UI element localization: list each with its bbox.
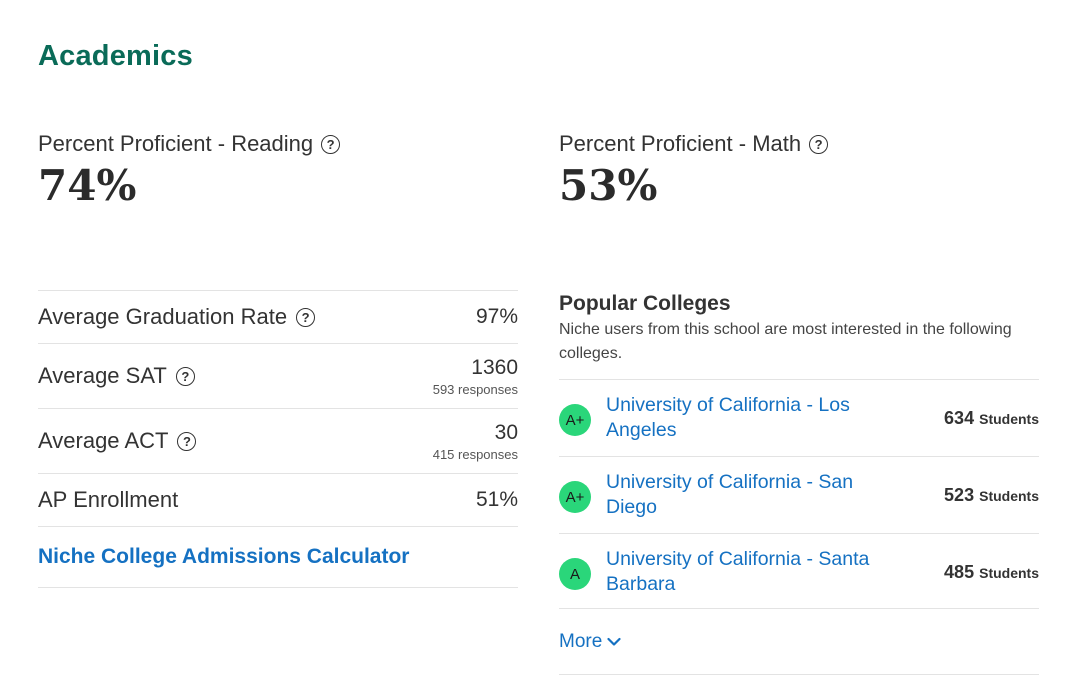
college-admissions-calculator-link[interactable]: Niche College Admissions Calculator (38, 545, 410, 568)
stat-value-block: 1360 593 responses (433, 356, 518, 397)
question-circle-icon[interactable]: ? (177, 431, 197, 451)
reading-proficiency-label-row: Percent Proficient - Reading ? (38, 131, 341, 157)
stat-value: 1360 (471, 355, 518, 379)
stat-label-row: AP Enrollment (38, 487, 178, 513)
stat-label: AP Enrollment (38, 487, 179, 512)
college-student-count: 634 Students (944, 408, 1039, 429)
stat-row-ap-enrollment: AP Enrollment 51% (38, 473, 518, 526)
college-student-count: 523 Students (944, 485, 1039, 506)
stat-value: 51% (475, 488, 518, 511)
math-proficiency-label-row: Percent Proficient - Math ? (559, 131, 829, 157)
more-button[interactable]: More (559, 631, 621, 653)
popular-colleges-header: Popular Colleges Niche users from this s… (559, 292, 1039, 366)
grade-badge: A+ (559, 404, 591, 436)
stat-value-block: 97% (476, 305, 518, 329)
count-value: 634 (944, 407, 975, 428)
math-proficiency: Percent Proficient - Math ? 53% (559, 131, 829, 210)
popular-colleges-description: Niche users from this school are most in… (559, 321, 1012, 362)
stat-value-block: 30 415 responses (433, 421, 518, 462)
question-circle-icon[interactable]: ? (296, 307, 316, 327)
count-unit: Students (979, 487, 1039, 504)
reading-proficiency-label: Percent Proficient - Reading (38, 131, 314, 156)
stat-label: Average SAT (38, 363, 167, 388)
math-proficiency-value: 53% (559, 161, 658, 210)
college-name-link[interactable]: University of California - Los Angeles (606, 394, 850, 441)
popular-colleges-title: Popular Colleges (559, 292, 731, 315)
question-circle-icon[interactable]: ? (809, 134, 829, 154)
more-row: More (559, 608, 1039, 675)
count-value: 485 (944, 561, 975, 582)
stat-label: Average ACT (38, 428, 169, 453)
stat-responses: 415 responses (432, 446, 518, 462)
stat-label-row: Average SAT ? (38, 363, 195, 389)
reading-proficiency: Percent Proficient - Reading ? 74% (38, 131, 341, 210)
stat-value: 30 (494, 420, 518, 444)
calculator-link-row: Niche College Admissions Calculator (38, 526, 518, 588)
college-name-link[interactable]: University of California - San Diego (606, 471, 854, 518)
popular-colleges-list: A+ University of California - Los Angele… (559, 379, 1039, 610)
academic-stats-table: Average Graduation Rate ? 97% Average SA… (38, 290, 518, 588)
stat-responses: 593 responses (432, 381, 518, 397)
math-proficiency-label: Percent Proficient - Math (559, 131, 802, 156)
stat-label: Average Graduation Rate (38, 304, 288, 329)
question-circle-icon[interactable]: ? (175, 366, 195, 386)
stat-row-average-act: Average ACT ? 30 415 responses (38, 408, 518, 473)
stat-row-graduation-rate: Average Graduation Rate ? 97% (38, 290, 518, 343)
more-label: More (559, 630, 603, 652)
reading-proficiency-value: 74% (38, 161, 137, 210)
stat-label-row: Average ACT ? (38, 428, 197, 454)
grade-badge: A (559, 558, 591, 590)
count-unit: Students (979, 410, 1039, 427)
college-list-item: A University of California - Santa Barba… (559, 533, 1039, 610)
count-unit: Students (979, 564, 1039, 581)
college-student-count: 485 Students (944, 562, 1039, 583)
stat-label-row: Average Graduation Rate ? (38, 304, 316, 330)
college-list-item: A+ University of California - San Diego … (559, 456, 1039, 533)
grade-badge: A+ (559, 481, 591, 513)
college-list-item: A+ University of California - Los Angele… (559, 379, 1039, 456)
stat-value: 97% (475, 305, 518, 328)
stat-row-average-sat: Average SAT ? 1360 593 responses (38, 343, 518, 408)
count-value: 523 (944, 484, 975, 505)
stat-value-block: 51% (476, 488, 518, 512)
question-circle-icon[interactable]: ? (321, 134, 341, 154)
college-name-link[interactable]: University of California - Santa Barbara (606, 548, 870, 595)
chevron-down-icon (607, 637, 621, 646)
section-title: Academics (38, 40, 193, 72)
